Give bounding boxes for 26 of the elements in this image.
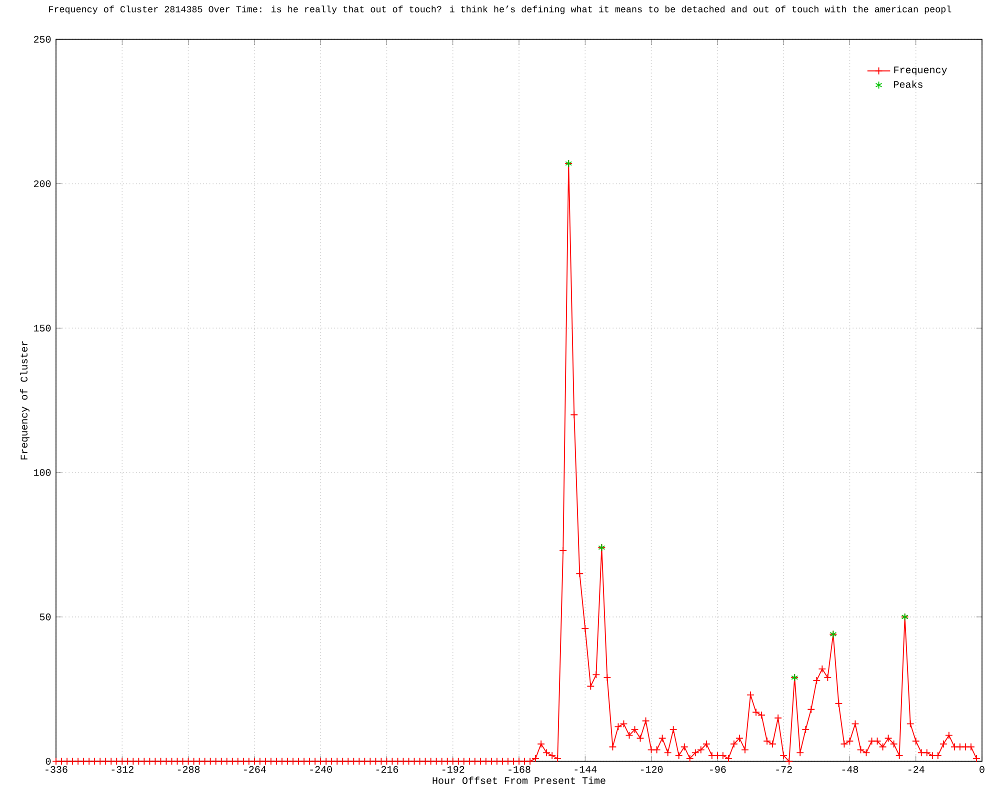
y-tick-label: 100 [34, 469, 51, 476]
y-tick-label: 0 [46, 758, 51, 765]
x-axis-title: Hour Offset From Present Time [432, 776, 606, 784]
legend-label: Peaks [894, 80, 922, 88]
x-tick-label: -168 [508, 766, 530, 773]
y-tick-label: 150 [34, 324, 51, 332]
x-tick-label: -192 [442, 766, 464, 773]
x-tick-label: -144 [574, 766, 597, 773]
x-tick-label: -72 [776, 766, 792, 773]
x-tick-label: -96 [710, 766, 726, 773]
y-axis-title: Frequency of Cluster [20, 341, 30, 460]
y-tick-label: 200 [34, 180, 51, 188]
x-tick-label: -312 [112, 766, 134, 773]
x-tick-label: -288 [178, 766, 200, 773]
x-tick-label: -216 [376, 766, 398, 773]
x-tick-label: -48 [842, 766, 858, 773]
x-tick-label: 0 [980, 766, 984, 773]
x-tick-label: -336 [46, 766, 68, 773]
x-tick-label: -120 [640, 766, 663, 773]
x-tick-label: -24 [908, 766, 924, 773]
x-tick-label: -240 [310, 766, 332, 773]
y-tick-label: 250 [34, 36, 51, 43]
y-tick-label: 50 [40, 614, 51, 620]
x-tick-label: -264 [244, 766, 266, 773]
chart-title: Frequency of Cluster 2814385 Over Time: is he really that out of touch? i think he’s defining what it means to be detached and out of touch with the american peopl [49, 6, 952, 14]
legend-label: Frequency [894, 66, 947, 76]
